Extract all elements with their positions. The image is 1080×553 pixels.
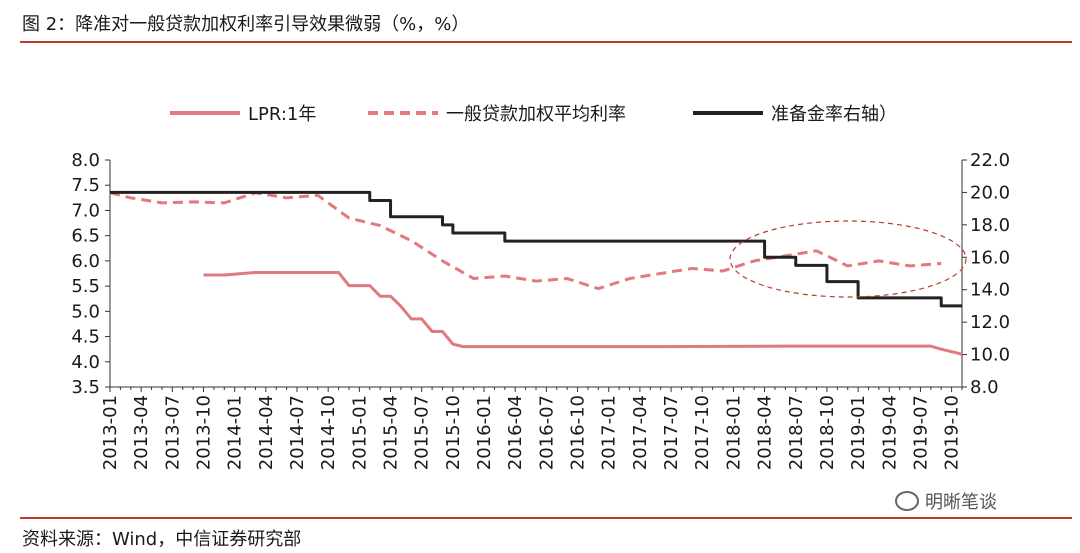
left-tick-label: 8.0 [71,150,100,171]
series-line-1 [203,270,963,356]
right-tick-label: 22.0 [970,150,1010,171]
right-tick-label: 18.0 [970,215,1010,236]
x-tick-label: 2016-04 [505,395,526,470]
x-tick-label: 2013-01 [100,395,121,470]
x-tick-label: 2013-10 [194,395,215,470]
chart-legend: LPR:1年 一般贷款加权平均利率 准备金率右轴） [170,104,897,125]
left-tick-label: 5.0 [71,301,100,322]
x-tick-label: 2015-04 [381,395,402,470]
legend-label-3: 准备金率右轴） [771,104,897,125]
x-tick-label: 2015-01 [349,395,370,470]
x-tick-label: 2018-04 [755,395,776,470]
highlight-ellipse [729,220,967,298]
wechat-icon [895,491,919,511]
source-note: 资料来源：Wind，中信证券研究部 [22,529,302,550]
chart-series [109,190,963,356]
x-tick-label: 2013-07 [162,395,183,470]
right-tick-label: 12.0 [970,312,1010,333]
right-tick-label: 8.0 [970,377,999,398]
series-line-2 [109,191,942,291]
series-line-3 [110,190,962,308]
top-divider [20,41,1072,43]
x-tick-label: 2018-07 [786,395,807,470]
left-tick-label: 6.0 [71,251,100,272]
left-tick-label: 3.5 [71,377,100,398]
x-tick-label: 2015-07 [412,395,433,470]
x-tick-label: 2019-04 [879,395,900,470]
x-tick-label: 2019-01 [848,395,869,470]
x-tick-label: 2014-01 [225,395,246,470]
chart-axes: 8.0 7.5 7.0 6.5 6.0 5.5 5.0 4.5 4.0 3.5 22.0 20.0 18… [71,150,1010,470]
x-tick-label: 2018-01 [723,395,744,470]
left-tick-label: 7.0 [71,200,100,221]
x-tick-label: 2015-10 [443,395,464,470]
figure-title: 图 2：降准对一般贷款加权利率引导效果微弱（%，%） [22,14,470,35]
x-tick-label: 2014-04 [256,395,277,470]
x-tick-label: 2016-10 [568,395,589,470]
x-tick-label: 2017-01 [599,395,620,470]
x-tick-label: 2016-01 [474,395,495,470]
bottom-divider [20,517,1072,519]
left-tick-label: 4.5 [71,327,100,348]
watermark: 明晰笔谈 [895,488,997,514]
right-tick-label: 20.0 [970,182,1010,203]
x-tick-label: 2017-07 [661,395,682,470]
left-tick-label: 7.5 [71,175,100,196]
left-tick-label: 5.5 [71,276,100,297]
x-tick-label: 2014-10 [318,395,339,470]
x-tick-label: 2017-10 [692,395,713,470]
x-tick-label: 2017-04 [630,395,651,470]
right-tick-label: 10.0 [970,345,1010,366]
x-tick-label: 2016-07 [536,395,557,470]
x-tick-label: 2019-10 [942,395,963,470]
left-tick-label: 6.5 [71,226,100,247]
x-tick-label: 2014-07 [287,395,308,470]
x-tick-label: 2019-07 [910,395,931,470]
right-tick-label: 16.0 [970,247,1010,268]
legend-label-1: LPR:1年 [248,104,316,125]
x-tick-label: 2013-04 [131,395,152,470]
left-tick-label: 4.0 [71,352,100,373]
watermark-text: 明晰笔谈 [925,492,997,513]
x-tick-label: 2018-10 [817,395,838,470]
legend-label-2: 一般贷款加权平均利率 [446,104,626,125]
right-tick-label: 14.0 [970,280,1010,301]
